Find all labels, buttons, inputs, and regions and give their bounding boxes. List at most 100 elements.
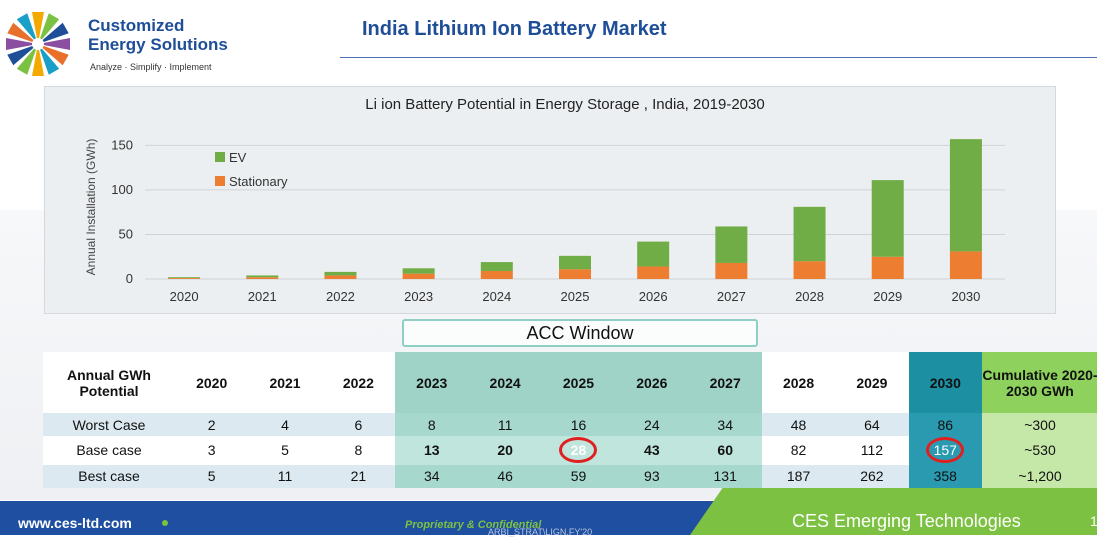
table-cell: 34 (395, 464, 469, 488)
table-cell-circled: 28 (541, 436, 616, 465)
table-row-best-case: Best case 5 11 21 34 46 59 93 131 187 26… (43, 464, 1097, 488)
slide-title: India Lithium Ion Battery Market (362, 18, 667, 40)
header-label: Annual GWh Potential (43, 352, 175, 413)
table-cell: 11 (468, 413, 542, 437)
table-cell: 48 (761, 413, 836, 437)
bar-ev-2026 (637, 241, 670, 267)
legend-label: EV (229, 150, 247, 165)
year-header: 2022 (321, 352, 396, 413)
year-header: 2027 (688, 352, 762, 413)
footer-file-text: ARBI_STRAT\LIGN.FY'20 (488, 527, 593, 537)
table-cell: 59 (541, 464, 616, 488)
highlight-circle: 28 (559, 437, 598, 464)
table-cell: 43 (615, 436, 689, 465)
footer-accent (690, 488, 1097, 535)
brand-tagline: Analyze · Simplify · Implement (90, 62, 212, 72)
table-cell: 93 (615, 464, 689, 488)
y-axis-label: Annual Installation (GWh) (84, 139, 98, 276)
legend-swatch-ev (215, 152, 225, 162)
table-cell: 21 (321, 464, 396, 488)
bar-stationary-2030 (949, 251, 982, 279)
row-label: Worst Case (43, 413, 175, 437)
chart-title: Li ion Battery Potential in Energy Stora… (365, 96, 764, 113)
x-tick-label: 2022 (326, 289, 355, 304)
table-cell: 86 (908, 413, 982, 437)
table-cell: 24 (615, 413, 689, 437)
bar-ev-2030 (949, 139, 982, 252)
table-cell: 262 (835, 464, 909, 488)
brand-line-2: Energy Solutions (88, 35, 228, 54)
table-cell: 46 (468, 464, 542, 488)
table-cell: 8 (395, 413, 469, 437)
table-cell: 131 (688, 464, 762, 488)
year-header: 2025 (541, 352, 616, 413)
bar-stationary-2020 (168, 278, 201, 279)
bar-ev-2022 (324, 271, 357, 276)
gwh-potential-table: Annual GWh Potential 2020 2021 2022 2023… (43, 352, 1097, 488)
table-cell: 358 (908, 464, 982, 488)
bar-stationary-2029 (871, 256, 904, 279)
bar-stationary-2025 (559, 269, 591, 279)
table-cell: 13 (395, 436, 469, 465)
bar-stationary-2021 (246, 277, 279, 279)
footer-proprietary: Proprietary & Confidential (405, 519, 542, 531)
y-tick-label: 0 (126, 271, 133, 286)
table-cell: 34 (688, 413, 762, 437)
x-tick-label: 2030 (951, 289, 980, 304)
x-tick-label: 2020 (170, 289, 199, 304)
x-tick-label: 2024 (482, 289, 511, 304)
year-header: 2020 (175, 352, 249, 413)
row-label: Best case (43, 464, 175, 488)
ces-logo-icon (6, 12, 70, 76)
bar-ev-2029 (871, 180, 904, 257)
x-tick-label: 2029 (873, 289, 902, 304)
table-cell: 6 (321, 413, 396, 437)
table-cell-circled: 157 (908, 436, 982, 465)
x-tick-label: 2026 (639, 289, 668, 304)
footer-url-link[interactable]: www.ces-ltd.com (18, 515, 132, 531)
y-tick-label: 150 (111, 137, 133, 152)
table-cell: 60 (688, 436, 762, 465)
cumulative-header: Cumulative 2020-2030 GWh (982, 352, 1097, 413)
year-header: 2030 (908, 352, 982, 413)
footer-tagline: CES Emerging Technologies (792, 511, 1021, 531)
title-divider (340, 57, 1097, 58)
x-tick-label: 2023 (404, 289, 433, 304)
table-cell: 3 (175, 436, 249, 465)
y-tick-label: 50 (119, 226, 133, 241)
cumulative-cell: ~530 (982, 436, 1097, 465)
footer-dot-icon (162, 520, 168, 526)
bar-stationary-2027 (715, 262, 748, 279)
acc-window-label: ACC Window (402, 319, 758, 347)
x-tick-label: 2025 (561, 289, 590, 304)
table-cell: 16 (541, 413, 616, 437)
table-header-row: Annual GWh Potential 2020 2021 2022 2023… (43, 352, 1097, 413)
cumulative-cell: ~300 (982, 413, 1097, 437)
page-number: 1 (1090, 513, 1097, 529)
x-tick-label: 2028 (795, 289, 824, 304)
x-tick-label: 2021 (248, 289, 277, 304)
bar-ev-2023 (402, 268, 435, 274)
y-tick-label: 100 (111, 182, 133, 197)
bar-ev-2027 (715, 226, 748, 263)
year-header: 2024 (468, 352, 542, 413)
bar-ev-2024 (480, 262, 513, 271)
table-cell: 82 (761, 436, 836, 465)
table-row-worst-case: Worst Case 2 4 6 8 11 16 24 34 48 64 86 … (43, 413, 1097, 437)
table-cell: 5 (248, 436, 322, 465)
year-header: 2029 (835, 352, 909, 413)
table-cell: 187 (761, 464, 836, 488)
x-tick-label: 2027 (717, 289, 746, 304)
bar-ev-2020 (168, 277, 201, 279)
year-header: 2026 (615, 352, 689, 413)
bar-ev-2028 (793, 206, 826, 262)
bar-stationary-2022 (324, 275, 357, 279)
table-cell: 2 (175, 413, 249, 437)
bar-stationary-2026 (637, 266, 670, 279)
year-header: 2023 (395, 352, 469, 413)
bar-ev-2025 (559, 255, 591, 270)
table-cell: 4 (248, 413, 322, 437)
table-cell: 8 (321, 436, 396, 465)
table-cell: 112 (835, 436, 909, 465)
brand-line-1: Customized (88, 16, 185, 35)
